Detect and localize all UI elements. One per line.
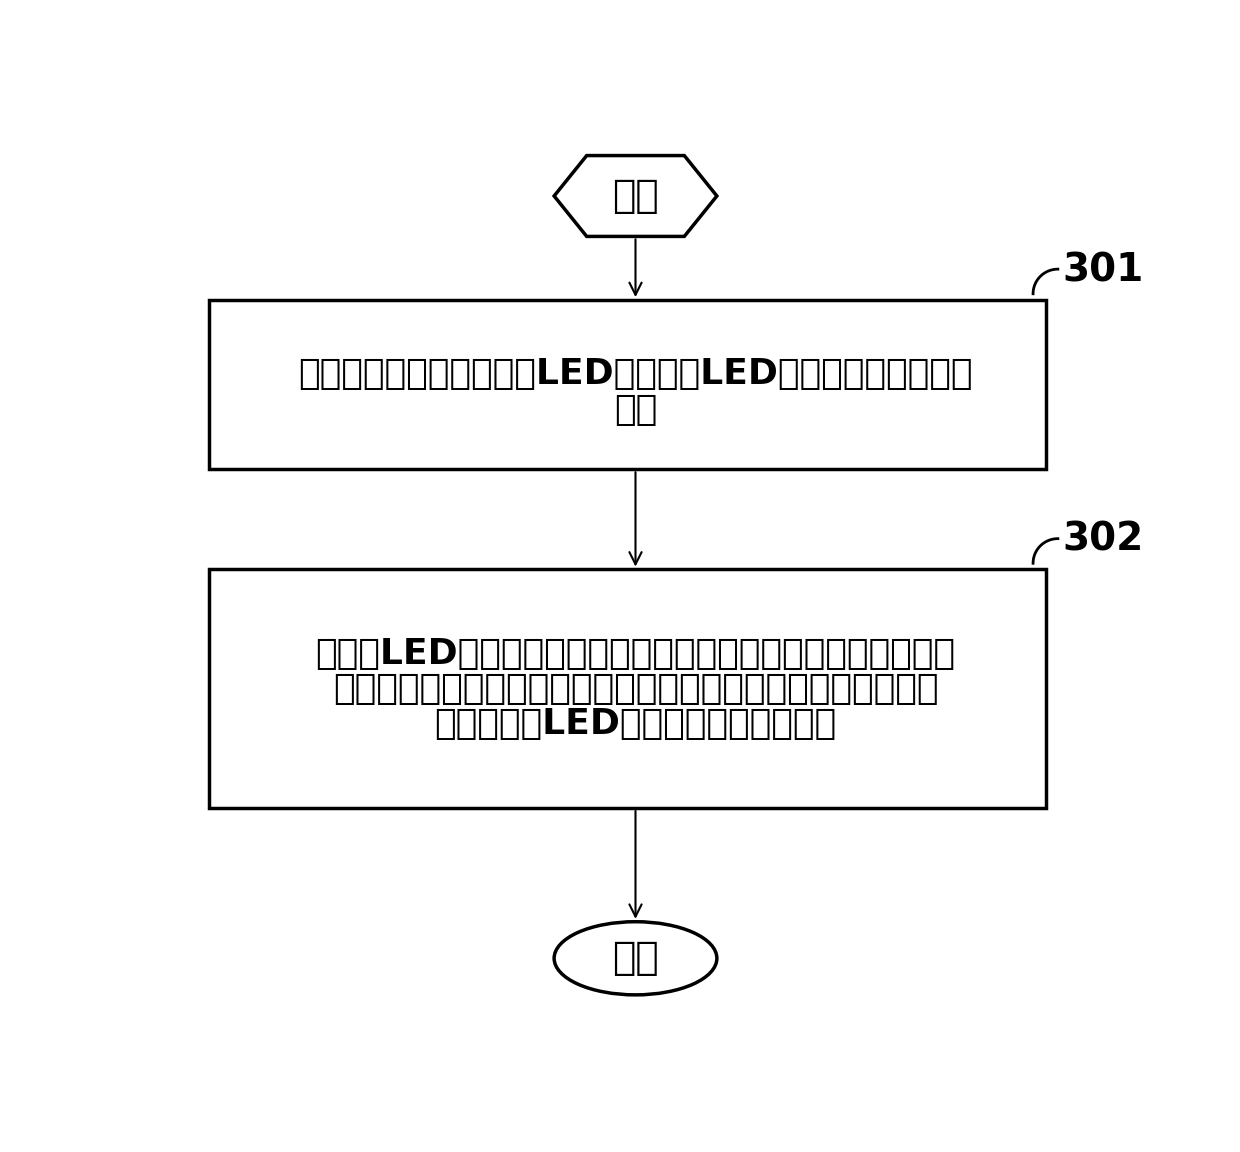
Bar	[210, 569, 1047, 809]
Text: 粘附部的一侧对所述粘附部进行照射，使得所述粘附部的粘附性: 粘附部的一侧对所述粘附部进行照射，使得所述粘附部的粘附性	[332, 672, 939, 706]
Text: 301: 301	[1063, 251, 1143, 289]
Text: 302: 302	[1063, 521, 1143, 559]
Text: 部上: 部上	[614, 393, 657, 427]
Text: 降低，所述LED芯片与所述粘附部分离: 降低，所述LED芯片与所述粘附部分离	[434, 707, 837, 741]
Text: 结束: 结束	[613, 939, 658, 977]
Text: 利用所述的转移装置粘附LED芯片，将LED芯片粘附在所述粘附: 利用所述的转移装置粘附LED芯片，将LED芯片粘附在所述粘附	[299, 357, 972, 391]
Ellipse shape	[554, 922, 717, 995]
Bar	[210, 300, 1047, 469]
Text: 将所述LED芯片转移至驱动基板上，从所述透明载体上远离所述: 将所述LED芯片转移至驱动基板上，从所述透明载体上远离所述	[315, 637, 956, 670]
Polygon shape	[554, 156, 717, 236]
Text: 开始: 开始	[613, 177, 658, 215]
